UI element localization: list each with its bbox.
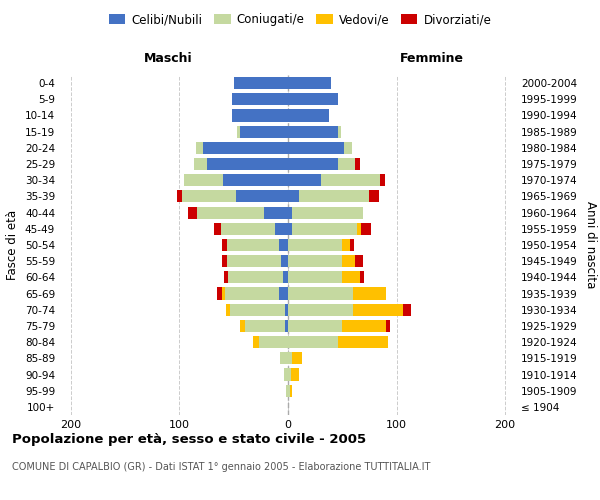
Bar (291, 368, 299, 380)
Bar (188, 206, 197, 218)
Bar (342, 239, 350, 251)
Bar (403, 304, 410, 316)
Bar (288, 77, 331, 89)
Bar (288, 190, 299, 202)
Text: COMUNE DI CAPALBIO (GR) - Dati ISTAT 1° gennaio 2005 - Elaborazione TUTTITALIA.I: COMUNE DI CAPALBIO (GR) - Dati ISTAT 1° … (12, 462, 430, 472)
Bar (370, 190, 379, 202)
Bar (350, 239, 354, 251)
Bar (288, 239, 342, 251)
Bar (196, 142, 203, 154)
Bar (225, 288, 280, 300)
Bar (227, 239, 280, 251)
Bar (253, 336, 259, 348)
Bar (288, 174, 320, 186)
Bar (342, 320, 386, 332)
Bar (288, 222, 292, 235)
Bar (292, 206, 363, 218)
Bar (288, 352, 292, 364)
Bar (288, 126, 338, 138)
Bar (184, 174, 223, 186)
Bar (236, 190, 288, 202)
Bar (288, 272, 342, 283)
Bar (344, 142, 352, 154)
Bar (222, 288, 225, 300)
Text: Popolazione per età, sesso e stato civile - 2005: Popolazione per età, sesso e stato civil… (12, 432, 366, 446)
Bar (245, 320, 285, 332)
Bar (342, 272, 359, 283)
Bar (240, 126, 288, 138)
Bar (232, 110, 288, 122)
Bar (292, 352, 302, 364)
Bar (355, 255, 363, 268)
Bar (280, 288, 288, 300)
Bar (226, 304, 230, 316)
Bar (288, 368, 291, 380)
Bar (342, 255, 355, 268)
Bar (338, 158, 355, 170)
Bar (353, 288, 386, 300)
Bar (182, 190, 236, 202)
Bar (288, 110, 329, 122)
Bar (285, 320, 288, 332)
Bar (353, 304, 403, 316)
Bar (380, 174, 385, 186)
Bar (217, 288, 222, 300)
Bar (222, 255, 227, 268)
Bar (359, 272, 364, 283)
Bar (221, 222, 275, 235)
Bar (240, 320, 245, 332)
Bar (290, 384, 292, 397)
Bar (283, 272, 288, 283)
Bar (288, 384, 290, 397)
Bar (230, 304, 285, 316)
Bar (358, 222, 361, 235)
Bar (288, 158, 338, 170)
Bar (232, 93, 288, 106)
Bar (288, 288, 353, 300)
Bar (320, 174, 380, 186)
Bar (338, 126, 341, 138)
Bar (275, 222, 288, 235)
Bar (386, 320, 390, 332)
Bar (288, 93, 338, 106)
Text: Femmine: Femmine (400, 52, 464, 65)
Y-axis label: Fasce di età: Fasce di età (7, 210, 19, 280)
Bar (286, 384, 288, 397)
Bar (228, 272, 283, 283)
Bar (227, 255, 281, 268)
Bar (288, 336, 338, 348)
Bar (234, 77, 288, 89)
Bar (281, 255, 288, 268)
Bar (285, 304, 288, 316)
Bar (288, 206, 292, 218)
Bar (222, 239, 227, 251)
Bar (203, 142, 288, 154)
Bar (264, 206, 288, 218)
Bar (284, 368, 288, 380)
Bar (288, 304, 353, 316)
Bar (206, 158, 288, 170)
Bar (280, 239, 288, 251)
Bar (214, 222, 221, 235)
Bar (361, 222, 371, 235)
Text: Maschi: Maschi (143, 52, 193, 65)
Bar (194, 158, 206, 170)
Bar (237, 126, 240, 138)
Bar (288, 142, 344, 154)
Bar (338, 336, 388, 348)
Bar (355, 158, 359, 170)
Bar (299, 190, 370, 202)
Bar (223, 174, 288, 186)
Bar (288, 320, 342, 332)
Bar (224, 272, 228, 283)
Bar (259, 336, 288, 348)
Bar (280, 352, 288, 364)
Bar (177, 190, 182, 202)
Bar (292, 222, 358, 235)
Bar (288, 255, 342, 268)
Bar (197, 206, 264, 218)
Y-axis label: Anni di nascita: Anni di nascita (584, 202, 597, 288)
Legend: Celibi/Nubili, Coniugati/e, Vedovi/e, Divorziati/e: Celibi/Nubili, Coniugati/e, Vedovi/e, Di… (104, 8, 496, 31)
